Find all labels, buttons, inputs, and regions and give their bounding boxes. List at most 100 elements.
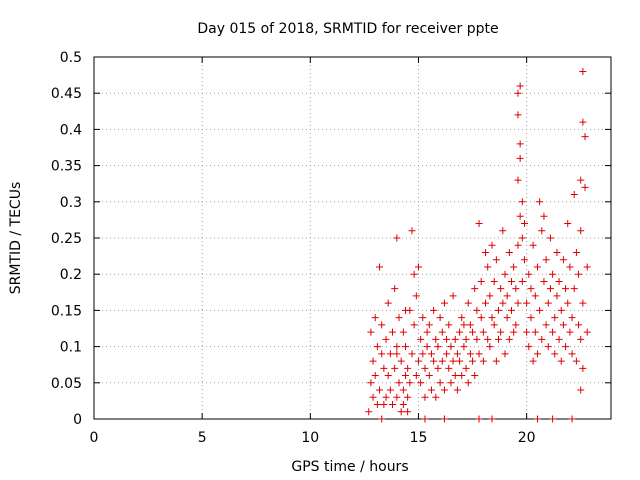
data-point [516,82,524,90]
data-point [436,314,444,322]
x-axis-title: GPS time / hours [291,459,408,475]
data-point [575,270,583,278]
data-point [451,335,459,343]
data-point [449,292,457,300]
data-point [492,256,500,264]
data-point [389,401,397,409]
data-point [443,335,451,343]
data-point [477,314,485,322]
data-point [518,277,526,285]
data-point [451,372,459,380]
data-point [421,393,429,401]
data-point [382,393,390,401]
data-point [495,306,503,314]
data-point [367,328,375,336]
data-point [533,263,541,271]
data-point [482,248,490,256]
y-tick-label: 0.5 [60,50,82,66]
data-point [423,343,431,351]
data-point [412,292,420,300]
data-point [373,401,381,409]
data-point [471,372,479,380]
data-point [460,321,468,329]
data-point [453,386,461,394]
data-point [430,357,438,365]
data-point [492,357,500,365]
data-point [386,386,394,394]
data-point [371,372,379,380]
data-point [577,227,585,235]
data-point [401,343,409,351]
data-point [553,292,561,300]
data-point [514,299,522,307]
data-point [527,285,535,293]
data-point [507,277,515,285]
y-tick-label: 0.3 [60,195,82,211]
data-point [520,220,528,228]
data-point [427,350,435,358]
data-point [473,335,481,343]
data-point [458,372,466,380]
y-tick-label: 0.2 [60,267,82,283]
data-point [410,270,418,278]
data-point [458,314,466,322]
data-point [510,263,518,271]
data-point [559,321,567,329]
data-point [503,314,511,322]
data-point [419,314,427,322]
data-point [479,357,487,365]
data-point [393,234,401,242]
data-point [542,256,550,264]
data-point [373,343,381,351]
data-point [445,321,453,329]
x-tick-label: 5 [198,430,207,446]
data-point [384,299,392,307]
data-point [449,357,457,365]
data-point [386,350,394,358]
data-point [512,285,520,293]
data-point [464,379,472,387]
data-point [501,350,509,358]
data-point [536,198,544,206]
data-point [531,292,539,300]
data-point [434,364,442,372]
data-point [408,227,416,235]
y-tick-label: 0.05 [51,376,82,392]
data-point [579,364,587,372]
data-point [475,415,483,423]
data-point [475,220,483,228]
data-point [417,335,425,343]
axis-ticks: 0 5 10 15 20 0 0.05 0.1 0.15 0.2 0.25 0.3 0.35 0.4 0.4… [51,50,611,446]
data-point [570,285,578,293]
data-point [566,328,574,336]
data-point [575,321,583,329]
data-point [440,386,448,394]
data-point [579,67,587,75]
data-point [393,343,401,351]
data-point [514,176,522,184]
data-point [378,321,386,329]
data-point [382,335,390,343]
data-point [384,372,392,380]
data-point [391,285,399,293]
data-point [404,408,412,416]
data-point [369,357,377,365]
data-point [408,350,416,358]
data-point [447,343,455,351]
data-point [564,299,572,307]
data-point [438,357,446,365]
data-point [430,306,438,314]
data-point [538,335,546,343]
data-point [562,343,570,351]
data-point [551,314,559,322]
data-point [516,154,524,162]
data-point [505,248,513,256]
data-point [559,256,567,264]
data-point [365,408,373,416]
x-tick-label: 20 [518,430,536,446]
data-point [401,372,409,380]
data-point [529,357,537,365]
data-point [503,292,511,300]
data-point [443,350,451,358]
data-point [462,335,470,343]
